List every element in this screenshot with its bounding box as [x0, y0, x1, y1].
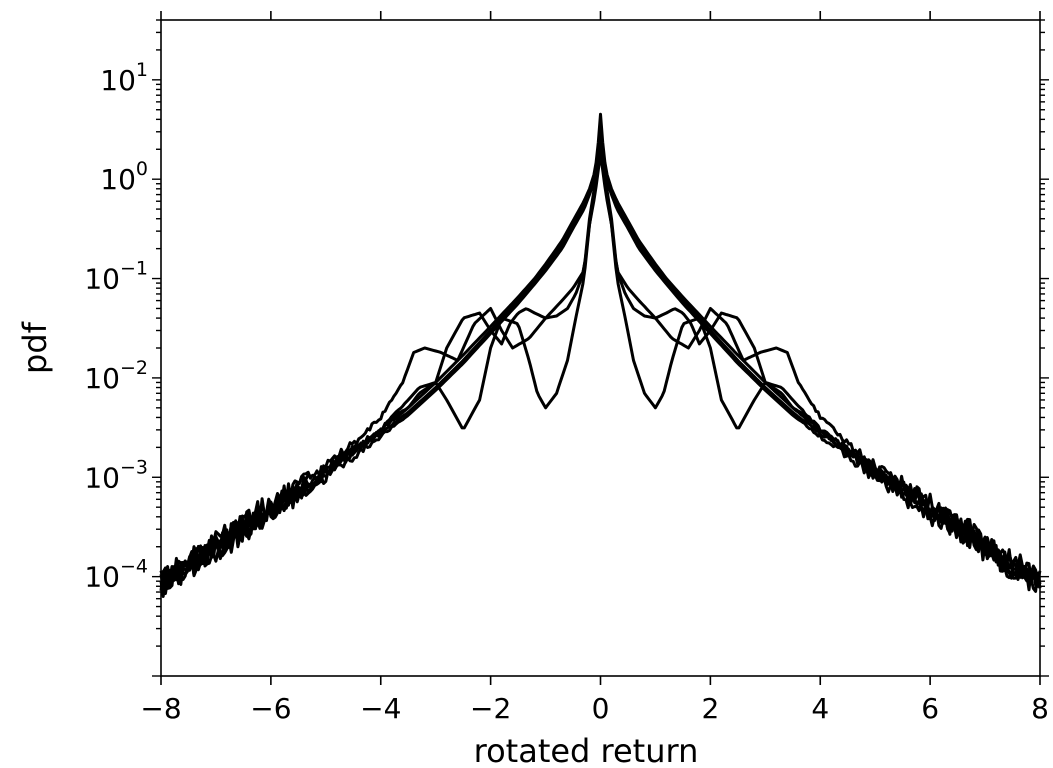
y-tick-label: 10−2 — [84, 357, 148, 395]
x-axis-label: rotated return — [474, 732, 699, 768]
y-axis-label: pdf — [16, 321, 54, 374]
x-tick-label: −4 — [360, 692, 401, 725]
x-tick-label: 4 — [811, 692, 829, 725]
x-tick-label: −2 — [470, 692, 511, 725]
y-tick-label: 10−4 — [84, 556, 148, 594]
y-tick-label: 101 — [100, 59, 148, 97]
x-ticks: −8 −6 −4 −2 0 2 4 6 8 — [140, 11, 1049, 725]
x-tick-label: 0 — [592, 692, 610, 725]
x-tick-label: −8 — [140, 692, 181, 725]
series-line — [159, 152, 1041, 589]
y-tick-label: 100 — [100, 158, 148, 196]
y-tick-label: 10−1 — [84, 258, 148, 296]
series-layer — [159, 112, 1042, 598]
x-tick-label: 8 — [1031, 692, 1049, 725]
plot-frame — [160, 19, 1041, 677]
y-ticks: 10−4 10−3 10−2 10−1 100 101 — [84, 19, 1049, 677]
series-line — [161, 147, 1042, 593]
x-tick-label: −6 — [250, 692, 291, 725]
x-tick-label: 6 — [921, 692, 939, 725]
y-tick-label: 10−3 — [84, 456, 148, 494]
x-tick-label: 2 — [701, 692, 719, 725]
